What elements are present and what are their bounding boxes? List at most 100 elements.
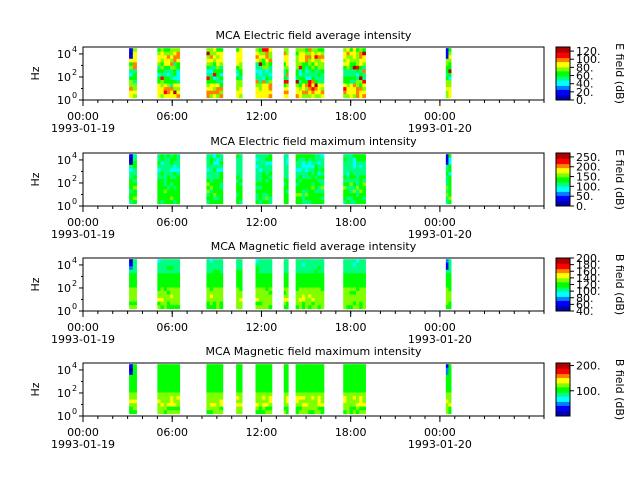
- colorbar-label: B field (dB): [613, 359, 626, 420]
- x-tick-time: 00:00: [67, 321, 99, 334]
- x-tick-time: 00:00: [424, 321, 456, 334]
- y-tick-label: 10: [57, 48, 71, 61]
- x-tick-time: 00:00: [424, 110, 456, 123]
- y-tick-label: 10: [57, 305, 71, 318]
- spectrogram-segment: [129, 259, 137, 310]
- plot-frame: [82, 152, 545, 207]
- y-tick-exponent: 2: [72, 174, 77, 183]
- y-tick-exponent: 0: [72, 302, 77, 311]
- x-tick-date: 1993-01-20: [408, 438, 472, 451]
- spectrogram-segment: [283, 48, 289, 99]
- colorbar-tick-label: 20.: [576, 86, 594, 99]
- colorbar-tick-label: 60.: [576, 298, 594, 311]
- colorbar-tick-label: 100.: [576, 385, 601, 398]
- spectrogram-segment: [157, 364, 181, 415]
- y-tick-exponent: 0: [72, 407, 77, 416]
- y-tick-label: 10: [57, 154, 71, 167]
- panel-title: MCA Magnetic field average intensity: [211, 240, 417, 253]
- colorbar-tick-label: 100.: [576, 180, 601, 193]
- spectrogram-segment: [157, 154, 181, 205]
- spectrogram-segment: [343, 48, 366, 99]
- spectrogram-segment: [129, 48, 137, 99]
- colorbar-tick-label: 80.: [576, 292, 594, 305]
- colorbar-tick-label: 80.: [576, 61, 594, 74]
- panel-title: MCA Electric field average intensity: [216, 29, 412, 42]
- colorbar-label: E field (dB): [613, 43, 626, 104]
- spectrogram-segment: [295, 364, 325, 415]
- spectrogram-segment: [206, 154, 224, 205]
- spectrogram-segment: [255, 154, 273, 205]
- spectrogram-segment: [206, 364, 224, 415]
- spectrogram-segment: [206, 48, 224, 99]
- x-tick-time: 18:00: [335, 321, 367, 334]
- x-tick-time: 12:00: [246, 321, 278, 334]
- colorbar-tick-label: 50.: [576, 190, 594, 203]
- y-tick-label: 10: [57, 387, 71, 400]
- x-tick-date: 1993-01-19: [51, 228, 115, 241]
- y-tick-exponent: 2: [72, 384, 77, 393]
- spectrogram-segment: [236, 154, 243, 205]
- colorbar-tick-label: 40.: [576, 305, 594, 318]
- x-tick-time: 12:00: [246, 426, 278, 439]
- y-tick-exponent: 2: [72, 279, 77, 288]
- x-tick-time: 00:00: [67, 426, 99, 439]
- y-axis-label: Hz: [29, 66, 42, 80]
- colorbar: 0.20.40.60.80.100.120. E field (dB): [555, 43, 626, 107]
- colorbar-tick-label: 200.: [576, 360, 601, 373]
- spectrogram-segment: [236, 364, 243, 415]
- x-tick-date: 1993-01-19: [51, 438, 115, 451]
- spectrogram-segment: [295, 154, 325, 205]
- colorbar: 40.60.80.100.120.140.160.180.200. B field…: [555, 252, 626, 318]
- colorbar-tick-label: 150.: [576, 171, 601, 184]
- colorbar-tick-label: 140.: [576, 272, 601, 285]
- spectrogram-segment: [129, 154, 137, 205]
- spectrogram-segment: [255, 259, 273, 310]
- y-axis-label: Hz: [29, 277, 42, 291]
- colorbar-frame: [555, 152, 571, 207]
- spectrogram-segment: [236, 259, 243, 310]
- spectrogram-segment: [129, 364, 137, 415]
- spectrogram-segment: [255, 364, 273, 415]
- y-tick-label: 10: [57, 200, 71, 213]
- x-tick-date: 1993-01-20: [408, 228, 472, 241]
- colorbar-tick-label: 120.: [576, 279, 601, 292]
- colorbar: 100. 200. B field (dB): [555, 359, 626, 420]
- x-tick-time: 00:00: [424, 426, 456, 439]
- y-tick-label: 10: [57, 71, 71, 84]
- x-tick-time: 18:00: [335, 216, 367, 229]
- x-tick-time: 12:00: [246, 216, 278, 229]
- plot-frame: [82, 257, 545, 312]
- y-tick-exponent: 4: [72, 256, 77, 265]
- y-tick-label: 10: [57, 94, 71, 107]
- spectrogram-segment: [206, 259, 224, 310]
- spectrogram-segment: [255, 48, 273, 99]
- spectrogram-segment: [445, 48, 452, 99]
- y-axis-label: Hz: [29, 172, 42, 186]
- x-tick-time: 00:00: [424, 216, 456, 229]
- spectrogram-segment: [157, 259, 181, 310]
- colorbar-tick-label: 60.: [576, 70, 594, 83]
- colorbar: 0.50.100.150.200.250. E field (dB): [555, 149, 626, 213]
- spectrogram-segment: [236, 48, 243, 99]
- y-tick-exponent: 0: [72, 91, 77, 100]
- spectrogram-segment: [295, 259, 325, 310]
- y-tick-label: 10: [57, 177, 71, 190]
- colorbar-tick-label: 250.: [576, 151, 601, 164]
- colorbar-tick-label: 40.: [576, 78, 594, 91]
- colorbar-tick-label: 200.: [576, 161, 601, 174]
- x-tick-date: 1993-01-20: [408, 333, 472, 346]
- x-tick-time: 06:00: [156, 426, 188, 439]
- x-tick-time: 06:00: [156, 216, 188, 229]
- colorbar-tick-label: 100.: [576, 285, 601, 298]
- plot-frame: [82, 46, 545, 101]
- y-tick-exponent: 4: [72, 45, 77, 54]
- x-tick-date: 1993-01-19: [51, 122, 115, 135]
- y-tick-label: 10: [57, 259, 71, 272]
- spectrogram-segment: [157, 48, 181, 99]
- x-tick-time: 00:00: [67, 216, 99, 229]
- colorbar-tick-label: 0.: [576, 200, 587, 213]
